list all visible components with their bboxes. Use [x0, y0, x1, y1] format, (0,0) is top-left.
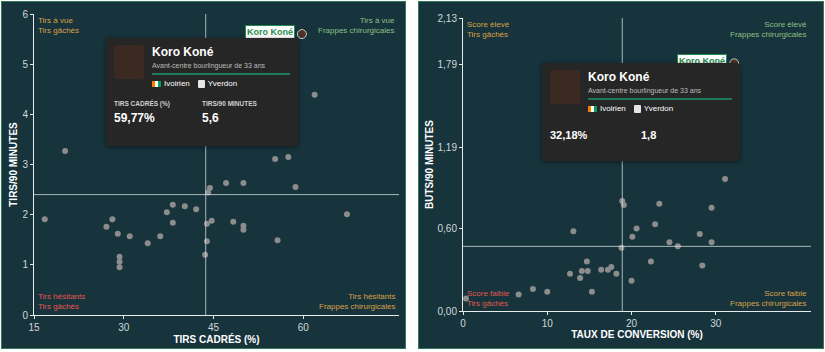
svg-text:6: 6	[22, 9, 28, 20]
html-text:32,18%: 32,18%	[550, 129, 588, 141]
html-text:Avant-centre bourlingueur de 3: Avant-centre bourlingueur de 33 ans	[588, 87, 702, 94]
svg-text:30: 30	[710, 318, 722, 329]
html-text:1,8: 1,8	[641, 129, 657, 141]
svg-text:1,79: 1,79	[438, 59, 458, 70]
svg-text:20: 20	[626, 318, 638, 329]
html-text:Koro Koné: Koro Koné	[588, 70, 650, 84]
svg-text:2,13: 2,13	[438, 13, 458, 24]
svg-text:0: 0	[22, 310, 28, 321]
html-text:TIRS/90 MINUTES: TIRS/90 MINUTES	[202, 100, 257, 107]
svg-text:0: 0	[460, 318, 466, 329]
svg-text:5: 5	[22, 59, 28, 70]
html-text:Koro Koné: Koro Koné	[152, 45, 214, 59]
html-text:5,6: 5,6	[202, 111, 219, 125]
svg-text:1,19: 1,19	[438, 142, 458, 153]
html-text:Ivoirien: Ivoirien	[600, 104, 626, 113]
svg-text:Score élevéTirs gâchés: Score élevéTirs gâchés	[467, 20, 510, 39]
svg-text:BUTS/90 MINUTES: BUTS/90 MINUTES	[424, 120, 435, 209]
svg-text:60: 60	[298, 322, 310, 333]
svg-text:Score faibleTirs gâchés: Score faibleTirs gâchés	[467, 289, 510, 308]
svg-text:Score élevéFrappes chirurgical: Score élevéFrappes chirurgicales	[730, 20, 807, 39]
svg-text:1: 1	[22, 259, 28, 270]
svg-text:Tirs à vueFrappes chirurgicale: Tirs à vueFrappes chirurgicales	[318, 16, 395, 35]
svg-text:2: 2	[22, 209, 28, 220]
svg-text:15: 15	[28, 322, 40, 333]
svg-text:0,00: 0,00	[438, 306, 458, 317]
html-text:Avant-centre bourlingueur de 3: Avant-centre bourlingueur de 33 ans	[152, 62, 266, 69]
svg-text:45: 45	[208, 322, 220, 333]
svg-text:Koro Koné: Koro Koné	[247, 27, 293, 37]
html-text:TIRS CADRÉS (%): TIRS CADRÉS (%)	[114, 100, 170, 107]
svg-text:Koro Koné: Koro Koné	[679, 56, 725, 66]
svg-text:TAUX DE CONVERSION (%): TAUX DE CONVERSION (%)	[571, 329, 703, 340]
svg-text:0,60: 0,60	[438, 223, 458, 234]
html-text:59,77%: 59,77%	[114, 111, 155, 125]
svg-text:10: 10	[542, 318, 554, 329]
html-text:Yverdon: Yverdon	[643, 104, 674, 113]
svg-text:Tirs hésitantsFrappes chirurgi: Tirs hésitantsFrappes chirurgicales	[319, 292, 395, 311]
svg-text:30: 30	[118, 322, 130, 333]
svg-text:Score faibleFrappes chirurgica: Score faibleFrappes chirurgicales	[730, 289, 807, 308]
svg-text:3: 3	[22, 159, 28, 170]
svg-text:4: 4	[22, 109, 28, 120]
svg-text:Tirs à vueTirs gâchés: Tirs à vueTirs gâchés	[38, 16, 79, 35]
svg-text:TIRS/90 MINUTES: TIRS/90 MINUTES	[8, 122, 19, 207]
svg-text:Tirs hésitantsTirs gâchés: Tirs hésitantsTirs gâchés	[38, 292, 85, 311]
html-text:Yverdon: Yverdon	[207, 79, 238, 88]
svg-text:TIRS CADRÉS (%): TIRS CADRÉS (%)	[173, 333, 259, 345]
html-text:Ivoirien: Ivoirien	[164, 79, 190, 88]
